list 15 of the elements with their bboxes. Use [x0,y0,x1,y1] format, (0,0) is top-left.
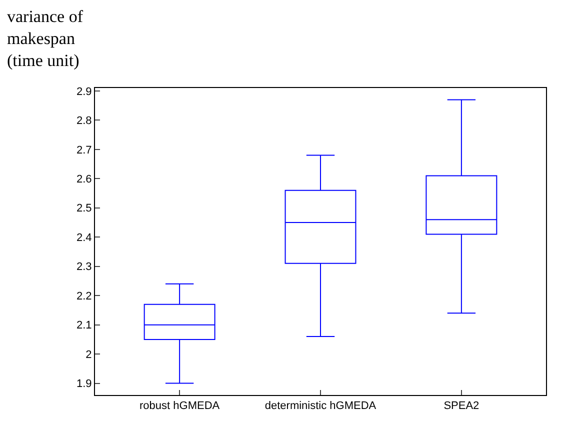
y-tick-label: 2.8 [76,115,92,128]
y-axis-title: variance of makespan (time unit) [7,7,84,70]
y-tick-label: 2.9 [76,86,92,98]
x-tick-label: robust hGMEDA [140,400,220,412]
y-tick-label: 2.4 [76,232,92,244]
y-tick-label: 1.9 [76,378,92,390]
y-tick-label: 2.7 [76,144,92,156]
y-tick-label: 2.6 [76,173,92,186]
y-tick-label: 2.5 [76,202,92,215]
y-tick-label: 2 [86,348,92,361]
x-tick-label: SPEA2 [444,400,480,412]
y-tick-label: 2.3 [76,261,92,274]
x-tick-label: deterministic hGMEDA [264,400,377,412]
y-tick-label: 2.1 [76,320,92,332]
y-tick-label: 2.2 [76,290,92,302]
